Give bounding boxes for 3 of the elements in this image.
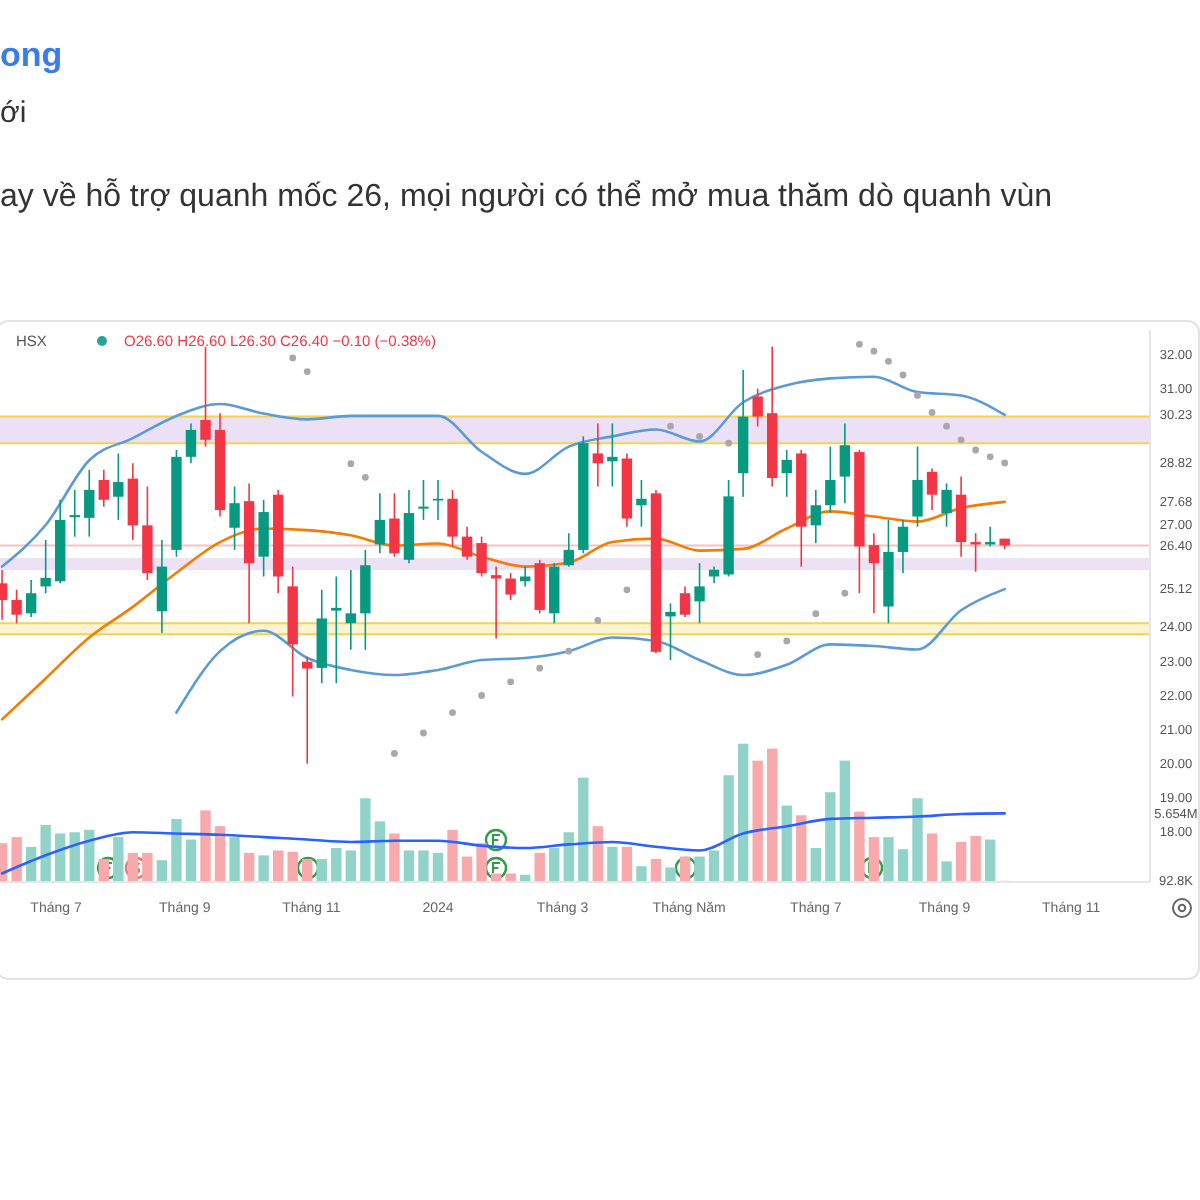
text: ới — [0, 96, 27, 130]
text: ong — [0, 36, 63, 76]
text: ay về hỗ trợ quanh mốc 26, mọi người có thể mở mua thăm dò quanh vùn — [0, 180, 1053, 216]
